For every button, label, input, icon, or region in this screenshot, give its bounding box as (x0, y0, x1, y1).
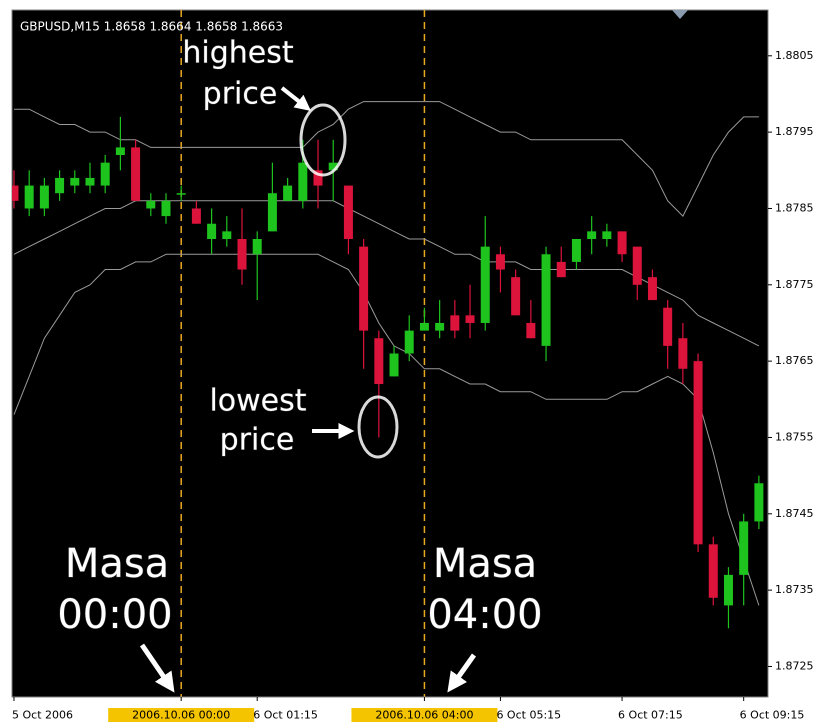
x-tick-label: 6 Oct 09:15 (740, 709, 805, 722)
candle-body (328, 162, 338, 171)
x-tick-label: 6 Oct 01:15 (253, 709, 318, 722)
candle-body (12, 185, 19, 201)
candle-body (708, 544, 718, 598)
arrow (280, 86, 312, 111)
shift-marker (672, 10, 688, 19)
y-tick-label: 1.8735 (775, 583, 814, 596)
x-tick-label: 6 Oct 05:15 (496, 709, 561, 722)
candle-body (146, 200, 156, 209)
annotation: highest (182, 36, 293, 71)
y-tick-label: 1.8745 (775, 507, 814, 520)
candle-body (495, 254, 505, 270)
y-tick-label: 1.8785 (775, 201, 814, 214)
y-tick-label: 1.8805 (775, 49, 814, 62)
annotation: Masa (433, 541, 537, 587)
candle-body (24, 185, 34, 209)
candle-body (115, 147, 125, 156)
candle-body (267, 193, 277, 232)
candle-body (663, 307, 673, 346)
candle-body (389, 353, 399, 377)
y-tick-label: 1.8755 (775, 430, 814, 443)
candle-body (252, 239, 262, 255)
candle-body (587, 231, 597, 239)
band-line (14, 101, 759, 217)
candle-body (313, 170, 323, 186)
candle-body (359, 246, 369, 331)
candle-body (435, 322, 445, 331)
x-tick-label: 6 Oct 07:15 (618, 709, 683, 722)
candle-body (161, 200, 171, 217)
candle-body (39, 185, 49, 209)
annotation: 00:00 (57, 592, 172, 638)
highlight-circle (299, 103, 347, 177)
annotation: lowest (209, 384, 306, 419)
candle-body (739, 521, 749, 575)
y-tick-label: 1.8775 (775, 278, 814, 291)
arrow (139, 643, 175, 693)
candle-body (55, 177, 65, 194)
annotation: price (203, 77, 278, 112)
candle-body (207, 223, 217, 239)
candle-body (480, 246, 490, 323)
candle-body (678, 338, 688, 369)
candle-body (465, 315, 475, 323)
candle-body (374, 338, 384, 385)
candle-body (343, 185, 353, 239)
annotation: price (220, 423, 295, 458)
candle-body (237, 239, 247, 270)
candle-body (526, 322, 536, 339)
x-tick-label: 5 Oct 2006 (12, 709, 73, 722)
candle-body (176, 193, 186, 195)
candle-body (571, 239, 581, 262)
candle-body (131, 147, 141, 201)
band-line (13, 253, 760, 606)
candle-body (693, 361, 703, 545)
candle-body (647, 277, 657, 301)
y-tick-label: 1.8725 (775, 659, 814, 672)
candle-body (556, 261, 566, 278)
plot (12, 10, 764, 697)
annotation: Masa (65, 541, 169, 587)
highlight-circle (357, 395, 399, 459)
candle-body (283, 185, 293, 201)
candle-body (298, 162, 308, 201)
x-tick-highlight (351, 708, 498, 722)
y-tick-label: 1.8795 (775, 125, 814, 138)
y-axis-panel (768, 0, 824, 697)
annotations: highest price lowest price Masa 00:00 Masa 04:0… (57, 35, 543, 693)
candle-body (85, 177, 95, 186)
annotation: 04:00 (427, 592, 542, 638)
y-tick-label: 1.8765 (775, 354, 814, 367)
candle-body (450, 315, 460, 331)
candle-body (754, 483, 764, 522)
candle-body (191, 208, 201, 224)
candle-body (404, 330, 414, 354)
candle-body (70, 177, 80, 186)
candle-body (602, 231, 612, 239)
candle-body (222, 231, 232, 239)
candle-body (511, 277, 521, 316)
candle-body (100, 162, 110, 186)
chart-title: GBPUSD,M15 1.8658 1.8664 1.8658 1.8663 (20, 20, 283, 34)
candle-body (617, 231, 627, 255)
candle-body (632, 246, 642, 285)
candle-body (419, 322, 429, 331)
x-tick-highlight (108, 708, 255, 722)
x-tick-label: 2006.10.06 04:00 (375, 709, 473, 722)
arrow (447, 653, 477, 693)
candle-body (723, 574, 733, 606)
x-tick-label: 2006.10.06 00:00 (132, 709, 230, 722)
candle-body (541, 254, 551, 346)
